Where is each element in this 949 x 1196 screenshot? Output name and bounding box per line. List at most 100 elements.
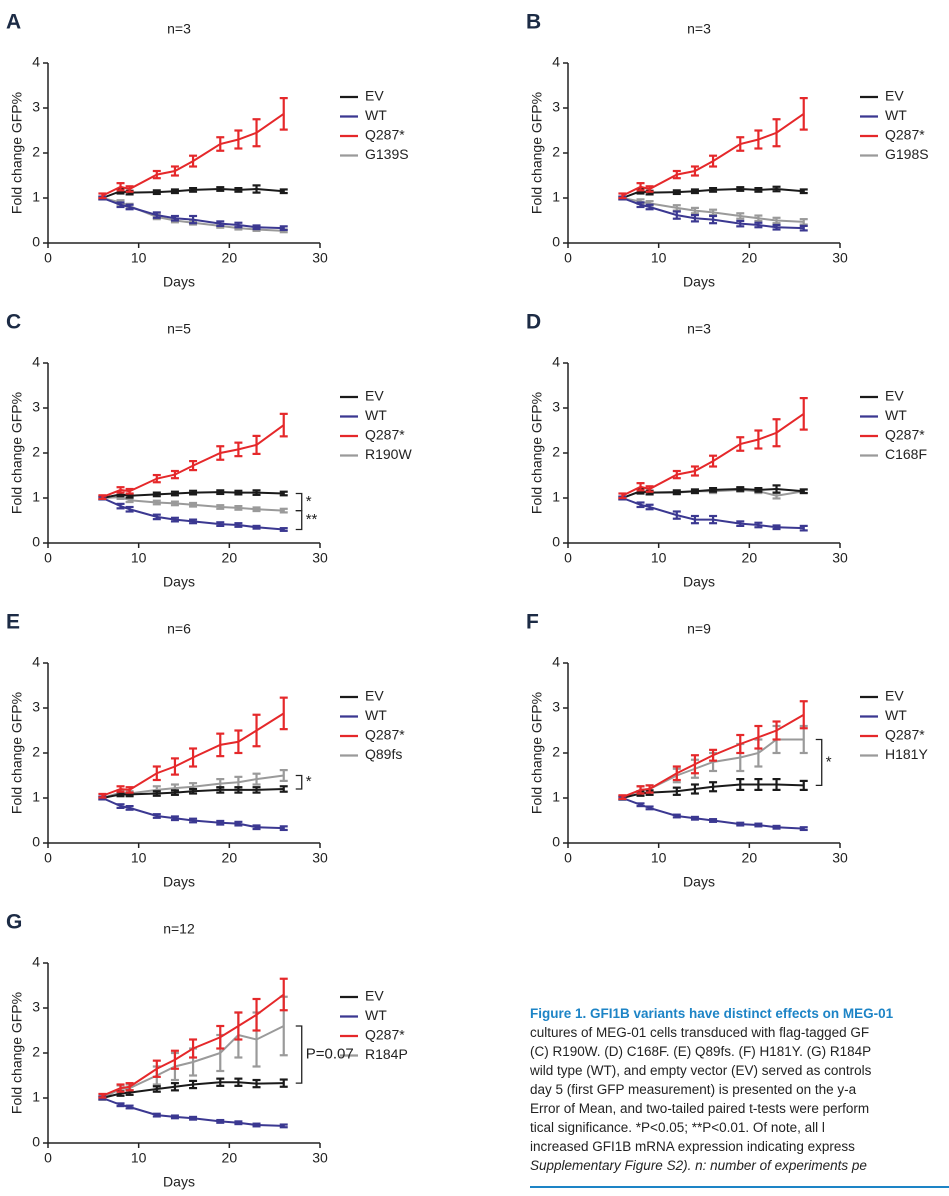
error-bar bbox=[189, 214, 198, 225]
series-line bbox=[102, 1097, 284, 1127]
error-bar bbox=[252, 434, 261, 455]
error-bar bbox=[189, 187, 198, 193]
error-bar bbox=[152, 1085, 161, 1093]
caption-title: Figure 1. GFI1B variants have distinct e… bbox=[530, 1006, 894, 1021]
x-axis-label: Days bbox=[683, 574, 715, 590]
error-bar bbox=[116, 486, 125, 494]
error-bar bbox=[116, 803, 125, 810]
error-bar bbox=[170, 165, 179, 177]
error-bar bbox=[189, 501, 198, 508]
x-tick-label: 0 bbox=[564, 250, 572, 266]
error-bar bbox=[709, 454, 718, 468]
significance-label: P=0.07 bbox=[306, 1046, 354, 1063]
error-bar bbox=[252, 184, 261, 194]
error-bar bbox=[645, 805, 654, 811]
significance-label: ** bbox=[306, 511, 318, 528]
error-bar bbox=[125, 487, 134, 495]
error-bar bbox=[189, 747, 198, 768]
error-bar bbox=[234, 489, 243, 496]
x-tick-label: 0 bbox=[44, 850, 52, 866]
error-bar bbox=[279, 188, 288, 195]
y-tick-label: 4 bbox=[32, 54, 40, 70]
series-line bbox=[621, 413, 805, 497]
error-bar bbox=[736, 436, 745, 452]
error-bar bbox=[234, 820, 243, 827]
series-line bbox=[102, 774, 284, 799]
error-bar bbox=[189, 1115, 198, 1121]
x-tick-label: 10 bbox=[651, 550, 667, 566]
y-tick-label: 0 bbox=[32, 234, 40, 250]
error-bar bbox=[216, 1024, 225, 1050]
error-bar bbox=[672, 510, 681, 520]
legend-label: G139S bbox=[365, 146, 409, 162]
error-bar bbox=[170, 516, 179, 523]
y-tick-label: 1 bbox=[32, 789, 40, 805]
error-bar bbox=[709, 154, 718, 168]
error-bar bbox=[754, 429, 763, 450]
error-bar bbox=[189, 787, 198, 795]
error-bar bbox=[216, 732, 225, 758]
y-axis-label: Fold change GFP% bbox=[529, 92, 545, 214]
error-bar bbox=[709, 214, 718, 225]
y-tick-label: 0 bbox=[552, 234, 560, 250]
x-tick-label: 0 bbox=[44, 250, 52, 266]
y-axis-label: Fold change GFP% bbox=[9, 392, 25, 514]
x-tick-label: 30 bbox=[312, 550, 328, 566]
error-bar bbox=[672, 765, 681, 782]
y-tick-label: 4 bbox=[552, 654, 560, 670]
y-tick-label: 4 bbox=[32, 654, 40, 670]
y-tick-label: 4 bbox=[32, 954, 40, 970]
y-tick-label: 3 bbox=[552, 99, 560, 115]
error-bar bbox=[234, 786, 243, 794]
error-bar bbox=[189, 1079, 198, 1090]
error-bar bbox=[152, 169, 161, 180]
error-bar bbox=[690, 165, 699, 177]
error-bar bbox=[690, 465, 699, 477]
error-bar bbox=[279, 1123, 288, 1129]
error-bar bbox=[690, 815, 699, 821]
y-tick-label: 4 bbox=[552, 54, 560, 70]
error-bar bbox=[152, 790, 161, 797]
x-axis-label: Days bbox=[683, 874, 715, 890]
y-axis-label: Fold change GFP% bbox=[529, 392, 545, 514]
legend-label: R184P bbox=[365, 1046, 408, 1062]
legend-label: Q287* bbox=[885, 127, 925, 143]
error-bar bbox=[690, 206, 699, 215]
error-bar bbox=[690, 488, 699, 495]
error-bar bbox=[672, 469, 681, 480]
error-bar bbox=[799, 826, 808, 832]
error-bar bbox=[98, 1092, 107, 1099]
error-bar bbox=[170, 1082, 179, 1092]
error-bar bbox=[636, 802, 645, 808]
error-bar bbox=[170, 188, 179, 195]
error-bar bbox=[736, 821, 745, 827]
error-bar bbox=[754, 521, 763, 529]
x-axis-label: Days bbox=[163, 1174, 195, 1190]
error-bar bbox=[799, 397, 808, 431]
error-bar bbox=[279, 768, 288, 783]
error-bar bbox=[234, 441, 243, 458]
y-axis-label: Fold change GFP% bbox=[9, 92, 25, 214]
error-bar bbox=[636, 182, 645, 192]
error-bar bbox=[234, 522, 243, 528]
caption-line: day 5 (first GFP measurement) is present… bbox=[530, 1082, 857, 1097]
caption-line: wild type (WT), and empty vector (EV) se… bbox=[530, 1063, 872, 1078]
error-bar bbox=[216, 1077, 225, 1087]
chart-title: n=3 bbox=[687, 21, 711, 37]
caption-line: increased GFI1B mRNA expression indicati… bbox=[530, 1139, 855, 1154]
error-bar bbox=[170, 490, 179, 497]
series-line bbox=[102, 187, 284, 199]
x-axis-label: Days bbox=[683, 274, 715, 290]
panel-letter: B bbox=[526, 11, 541, 34]
caption-line: Supplementary Figure S2). n: number of e… bbox=[530, 1158, 867, 1173]
error-bar bbox=[170, 1114, 179, 1120]
x-tick-label: 10 bbox=[651, 250, 667, 266]
error-bar bbox=[234, 1077, 243, 1087]
caption-line: Error of Mean, and two-tailed paired t-t… bbox=[530, 1101, 870, 1116]
panel-letter: F bbox=[526, 611, 539, 634]
error-bar bbox=[279, 527, 288, 532]
error-bar bbox=[216, 1118, 225, 1124]
error-bar bbox=[279, 785, 288, 793]
chart-title: n=3 bbox=[167, 21, 191, 37]
error-bar bbox=[152, 189, 161, 196]
